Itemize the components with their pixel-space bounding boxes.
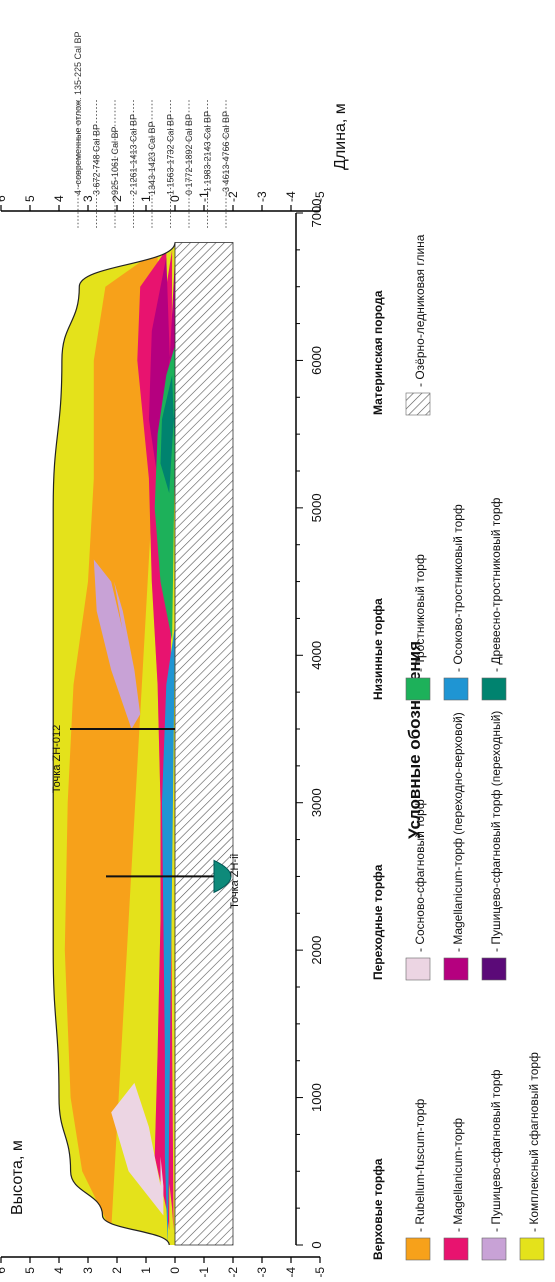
legend-swatch — [443, 1237, 469, 1261]
layer-pine-sphagnum — [111, 1082, 164, 1216]
legend-item-label: - Тростниковый торф — [413, 554, 427, 672]
length-tick-label: 6000 — [309, 346, 324, 375]
dating-label: 2 1261-1413 Cal BP — [129, 114, 139, 195]
height-tick-label-right: -3 — [255, 191, 269, 202]
legend-swatch — [405, 392, 431, 416]
legend-swatch — [405, 677, 431, 701]
bog-surface-line — [52, 242, 176, 1246]
height-tick-label-right: 5 — [23, 195, 37, 202]
layer-wood-reed — [160, 375, 176, 494]
height-tick-label-left: 6 — [0, 1267, 8, 1274]
height-tick-label-right: 3 — [81, 195, 95, 202]
length-tick-label: 5000 — [309, 493, 324, 522]
legend-item-label: - Древесно-тростниковый торф — [489, 498, 503, 672]
dating-label: 4 -современные отлож. 135-225 Cal BP — [73, 31, 83, 195]
legend-item-label: - Magellanicum-торф (переходно-верховой) — [451, 712, 465, 952]
height-tick-label-left: -2 — [226, 1267, 240, 1277]
height-tick-label-right: 4 — [52, 195, 66, 202]
lacustrine-clay-layer — [174, 242, 234, 1246]
core-label-zh-012: Точка ZH-012 — [51, 725, 63, 793]
legend-swatch — [519, 1237, 545, 1261]
legend-item-label: - Осоково-тростниковый торф — [451, 504, 465, 672]
dating-label: 0 1772-1892 Cal BP — [184, 114, 194, 195]
legend-item-label: - Пушицево-сфагновый торф — [489, 1069, 503, 1232]
legend-group-title: Переходные торфа — [371, 864, 385, 980]
legend-group-title: Низинные торфа — [371, 598, 385, 700]
legend-item-label: - Сосново-сфагновый торф — [413, 799, 427, 952]
dating-label: 925-1061 Cal BP — [110, 126, 120, 195]
x-axis-title: Длина, м — [332, 103, 349, 170]
layer-rubellum-fuscum — [64, 249, 170, 1231]
chart-axes: -5 -4 -3 -2 -1 0 1 2 3 4 5 6 6 5 4 3 2 1 0 -1 -2 -3 -4 -5 0 1000 2… — [0, 31, 349, 1277]
legend-group-title: Материнская порода — [371, 290, 385, 415]
legend-swatch — [481, 957, 507, 981]
height-tick-label-left: -1 — [197, 1267, 211, 1277]
legend-item-label: - Комплексный сфагновый торф — [527, 1052, 541, 1232]
dating-label: -3 4613-4766 Cal BP — [221, 111, 231, 195]
legend-item-label: - Озёрно-ледниковая глина — [413, 234, 427, 387]
height-tick-label-right: -2 — [226, 191, 240, 202]
legend-swatch — [443, 957, 469, 981]
height-tick-label-right: -5 — [313, 191, 327, 202]
height-tick-label-right: 0 — [168, 195, 182, 202]
height-tick-label-left: 5 — [23, 1267, 37, 1274]
length-tick-label: 7000 — [309, 199, 324, 228]
height-tick-label-left: 4 — [52, 1267, 66, 1274]
core-marker-zh-ii — [213, 859, 232, 894]
length-tick-label: 1000 — [309, 1083, 324, 1112]
height-tick-label-left: -4 — [284, 1267, 298, 1277]
length-tick-label: 2000 — [309, 936, 324, 965]
dating-label: -1 1983-2143 Cal BP — [203, 111, 213, 195]
height-tick-label-right: -4 — [284, 191, 298, 202]
dating-label: 1343-1423 Cal BP — [147, 121, 157, 195]
height-tick-label-left: 1 — [139, 1267, 153, 1274]
length-tick-label: 3000 — [309, 788, 324, 817]
dating-label: 3 672-748 Cal BP — [92, 124, 102, 195]
height-tick-label-left: 2 — [110, 1267, 124, 1274]
layer-magellanicum-trans — [148, 257, 175, 508]
dating-label: 1 1563-1732 Cal BP — [166, 114, 176, 195]
legend-swatch — [481, 1237, 507, 1261]
core-points: Точка ZH-ii Точка ZH-012 — [51, 725, 241, 909]
legend-item-label: - Rubellum-fuscum-торф — [413, 1099, 427, 1232]
height-tick-label-left: -5 — [313, 1267, 327, 1277]
legend-group-title: Верховые торфа — [371, 1158, 385, 1260]
legend-item-label: - Magellanicum-торф — [451, 1118, 465, 1232]
legend-item-label: - Пушицево-сфагновый торф (переходный) — [489, 711, 503, 952]
legend-swatch — [405, 1237, 431, 1261]
core-label-zh-ii: Точка ZH-ii — [229, 854, 241, 909]
length-tick-label: 0 — [309, 1241, 324, 1248]
legend-swatch — [481, 677, 507, 701]
y-axis-title: Высота, м — [9, 1140, 26, 1215]
height-tick-label-left: 0 — [168, 1267, 182, 1274]
chart-body: -5 -4 -3 -2 -1 0 1 2 3 4 5 6 6 5 4 3 2 1 0 -1 -2 -3 -4 -5 0 1000 2… — [0, 31, 349, 1277]
legend-swatch — [443, 677, 469, 701]
layer-eriophorum-sphagnum — [93, 559, 141, 729]
layer-sedge-reed — [161, 625, 175, 1245]
height-tick-label-left: 3 — [81, 1267, 95, 1274]
length-tick-label: 4000 — [309, 641, 324, 670]
legend-swatch — [405, 957, 431, 981]
height-tick-label-left: -3 — [255, 1267, 269, 1277]
height-tick-label-right: 2 — [110, 195, 124, 202]
height-tick-label-right: 6 — [0, 195, 8, 202]
height-tick-label-right: 1 — [139, 195, 153, 202]
height-tick-label-right: -1 — [197, 191, 211, 202]
